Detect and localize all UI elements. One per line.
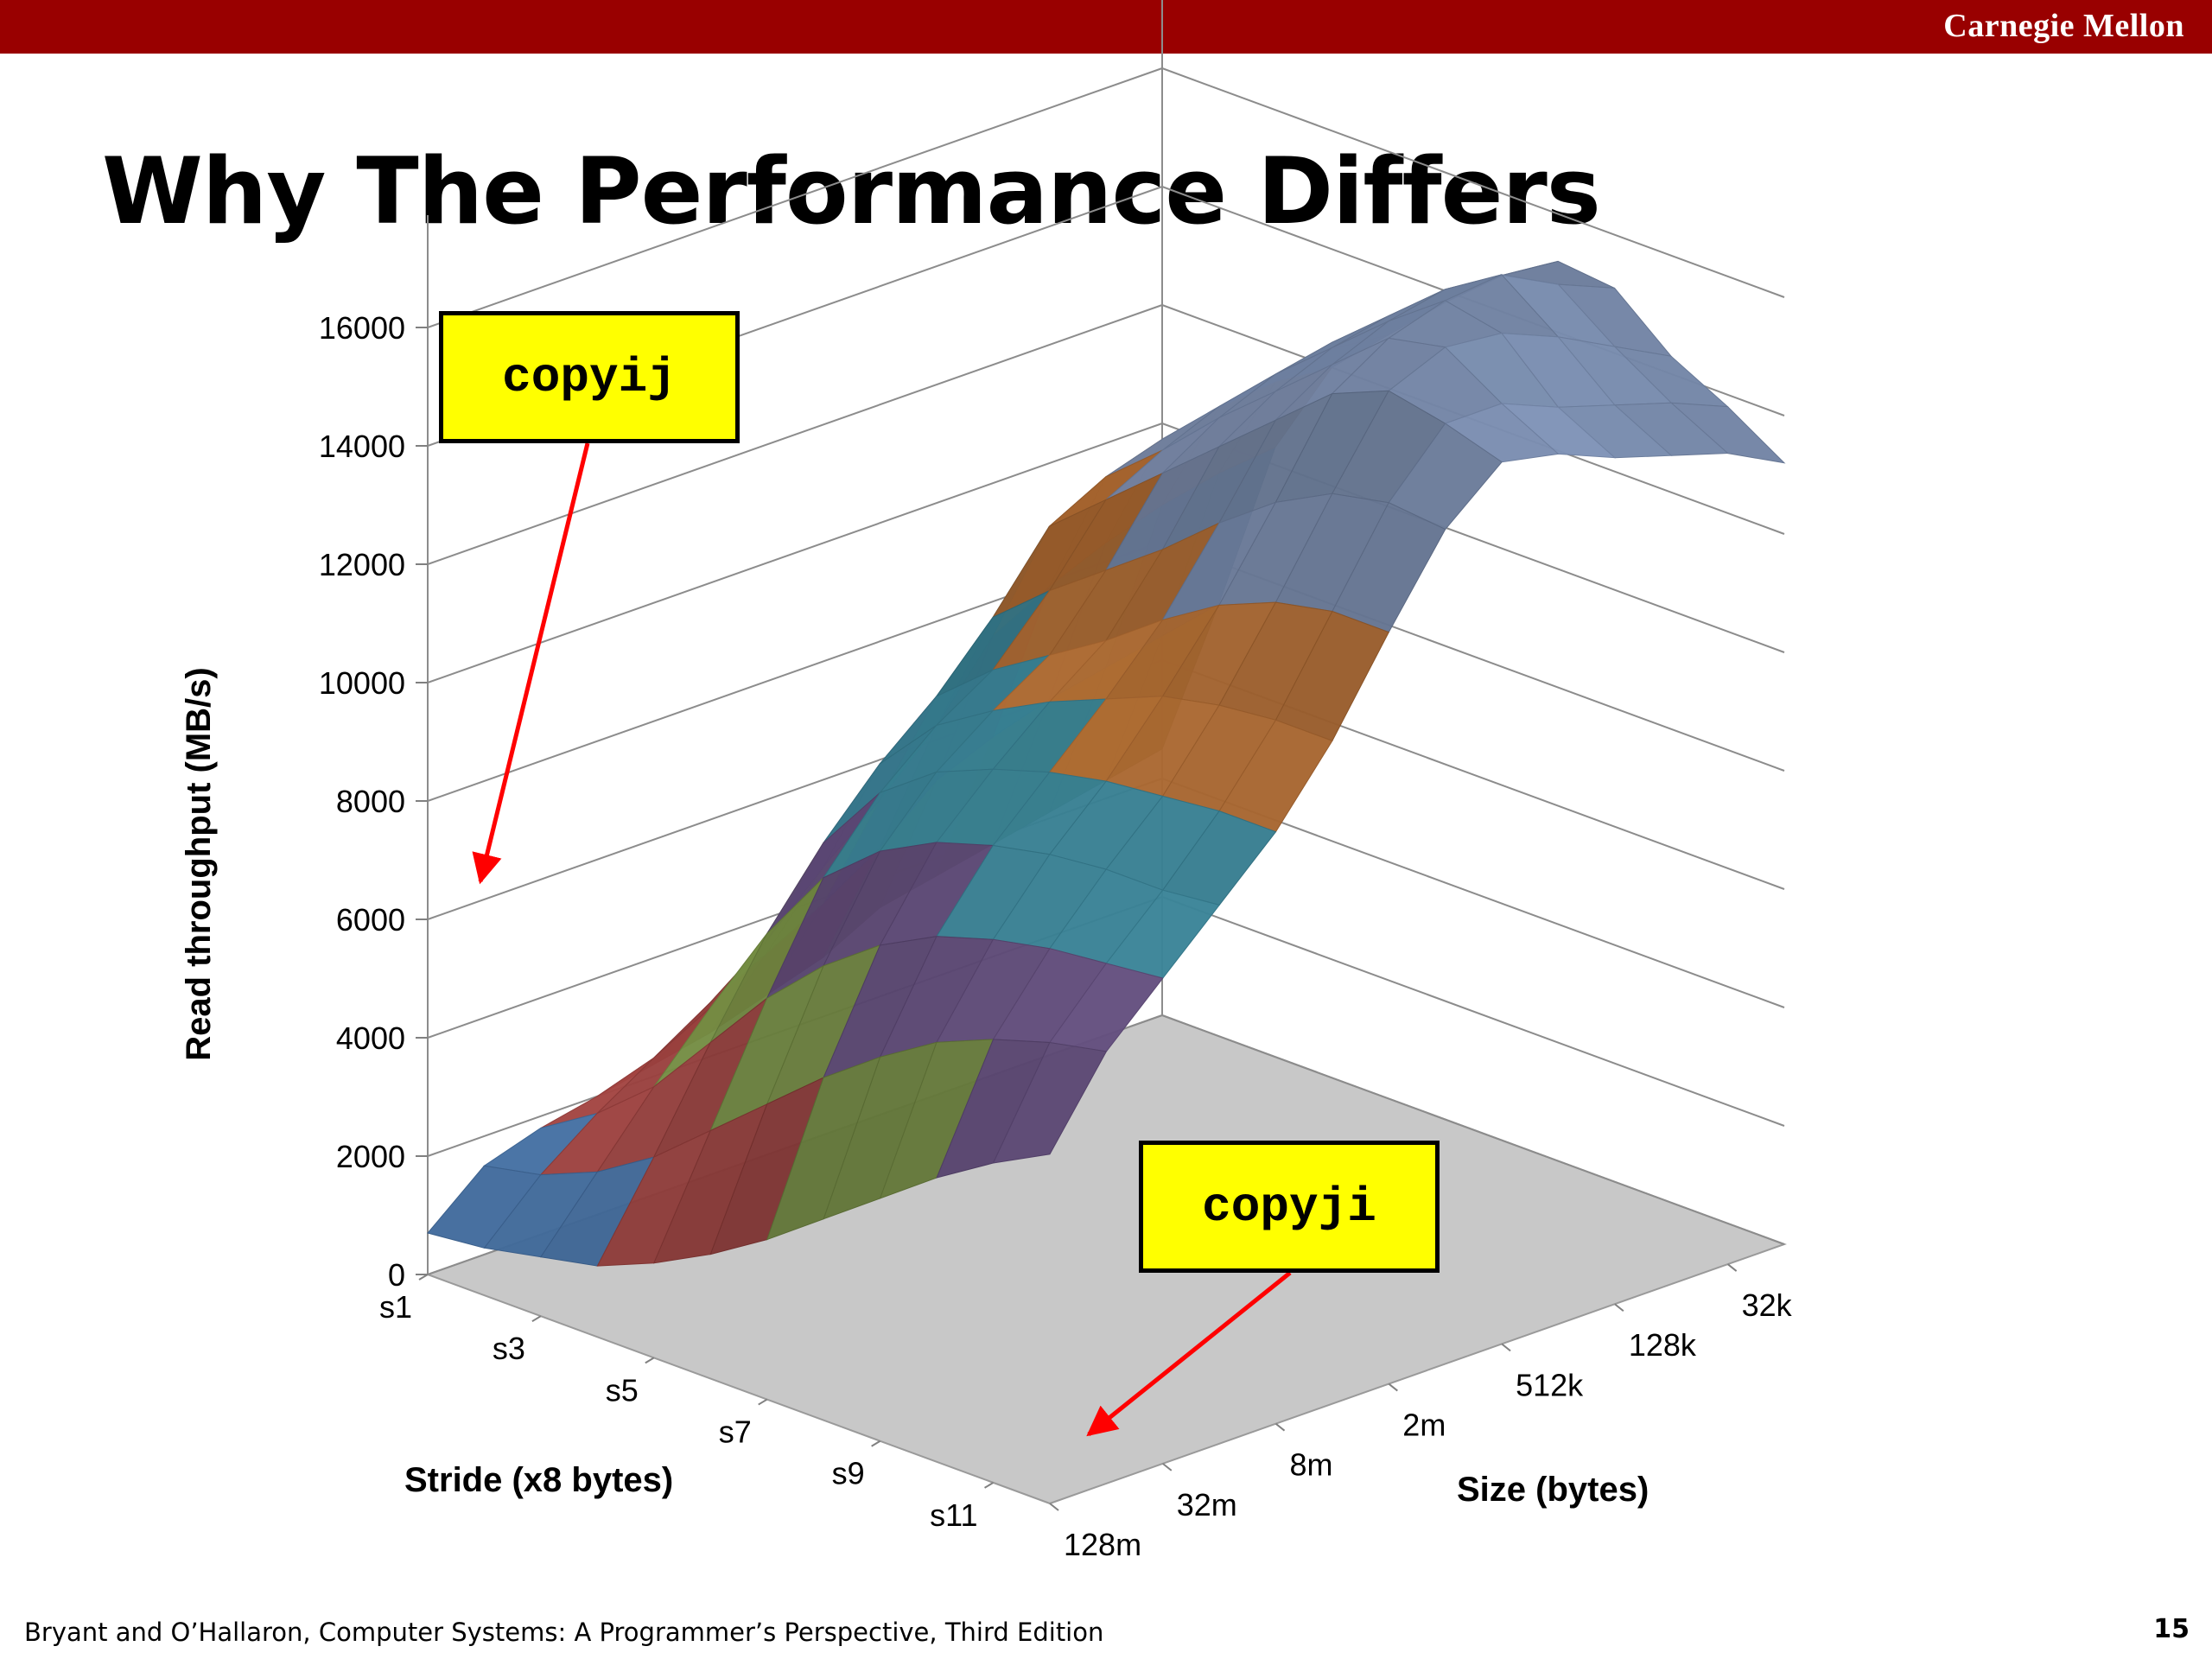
- size-tick: [1726, 1263, 1738, 1272]
- copyji-arrow: [1086, 1271, 1292, 1437]
- size-tick: [1049, 1503, 1059, 1511]
- page-number: 15: [2153, 1614, 2190, 1644]
- y-tick-label: 6000: [336, 902, 405, 938]
- size-axis-label: Size (bytes): [1457, 1471, 1649, 1509]
- stride-tick-label: s5: [606, 1372, 639, 1408]
- copyij-arrow: [472, 442, 590, 885]
- header-bar: Carnegie Mellon: [0, 0, 2212, 54]
- brand-label: Carnegie Mellon: [1943, 8, 2184, 44]
- stride-tick: [871, 1440, 881, 1447]
- stride-tick-label: s3: [493, 1331, 525, 1366]
- stride-axis-label: Stride (x8 bytes): [404, 1461, 673, 1499]
- y-axis-label: Read throughput (MB/s): [180, 667, 218, 1061]
- footer-citation: Bryant and O’Hallaron, Computer Systems:…: [24, 1618, 1104, 1647]
- y-tick-label: 4000: [336, 1020, 405, 1056]
- y-tick-label: 10000: [319, 665, 405, 701]
- stride-tick: [645, 1357, 655, 1364]
- y-tick-label: 12000: [319, 547, 405, 582]
- copyji-callout: copyji: [1139, 1141, 1440, 1273]
- size-tick-label: 128k: [1629, 1327, 1697, 1363]
- surface-plot: [427, 260, 1786, 1267]
- y-tick-label: 2000: [336, 1139, 405, 1174]
- stride-tick-label: s9: [832, 1456, 865, 1491]
- size-tick: [1388, 1382, 1398, 1392]
- slide-title: Why The Performance Differs: [102, 138, 1601, 245]
- size-tick: [1614, 1303, 1624, 1313]
- stride-tick-label: s7: [719, 1414, 752, 1450]
- callout-arrows: [472, 442, 1292, 1437]
- size-tick-label: 8m: [1290, 1447, 1333, 1483]
- size-tick-label: 128m: [1064, 1527, 1141, 1562]
- stride-tick-label: s1: [379, 1289, 412, 1325]
- size-tick: [1162, 1463, 1173, 1471]
- size-tick-label: 2m: [1402, 1408, 1446, 1443]
- stride-tick: [418, 1274, 429, 1281]
- y-tick-label: 8000: [336, 784, 405, 819]
- stride-tick: [984, 1482, 995, 1489]
- y-tick-label: 16000: [319, 310, 405, 346]
- copyij-callout: copyij: [439, 311, 740, 443]
- size-tick-label: 512k: [1516, 1367, 1584, 1402]
- size-tick-label: 32m: [1177, 1487, 1237, 1522]
- size-tick-label: 32k: [1742, 1287, 1793, 1323]
- surface-facet: [992, 1041, 1108, 1164]
- stride-tick: [531, 1315, 542, 1323]
- stride-tick: [758, 1398, 768, 1406]
- y-tick-label: 14000: [319, 429, 405, 464]
- y-tick-label: 0: [388, 1257, 405, 1293]
- size-tick: [1501, 1343, 1511, 1352]
- chart-axes: 0 2000 4000 6000 8000 10000 12000 14000 16000 Rea…: [180, 310, 1793, 1562]
- stride-tick-label: s11: [930, 1497, 977, 1533]
- size-tick: [1274, 1422, 1286, 1432]
